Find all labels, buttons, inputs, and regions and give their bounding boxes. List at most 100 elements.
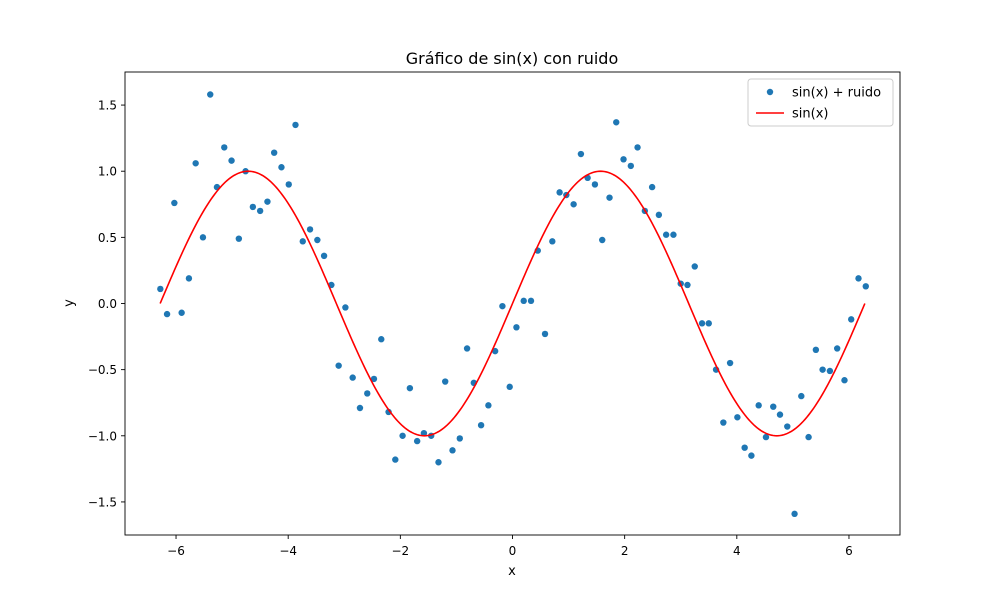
scatter-point [256, 207, 264, 215]
scatter-point [442, 378, 449, 385]
scatter-point [370, 375, 378, 383]
scatter-point [741, 444, 748, 451]
scatter-point [684, 281, 691, 289]
scatter-point [163, 310, 171, 318]
y-axis-title: y [62, 299, 77, 307]
scatter-point [541, 330, 549, 338]
scatter-point [855, 275, 862, 282]
scatter-point [178, 309, 185, 316]
scatter-point [748, 452, 755, 459]
y-tick-label: 0.5 [98, 231, 117, 245]
y-tick-label: 0.0 [98, 297, 117, 311]
scatter-point [662, 231, 670, 238]
y-tick-label: −1.0 [88, 429, 117, 443]
scatter-point [770, 403, 777, 410]
scatter-point [420, 429, 428, 437]
y-tick-label: 1.5 [98, 99, 117, 113]
scatter-point [320, 252, 328, 260]
scatter-point [435, 459, 442, 466]
legend-label: sin(x) + ruido [792, 86, 881, 101]
scatter-point [342, 304, 349, 311]
scatter-point [413, 437, 421, 445]
scatter-point [364, 390, 371, 397]
scatter-point [228, 157, 235, 164]
scatter-point [292, 121, 299, 129]
scatter-point [299, 238, 306, 245]
x-tick-label: 6 [845, 544, 853, 558]
scatter-point [264, 198, 271, 205]
scatter-point [171, 199, 178, 207]
scatter-point [385, 408, 392, 416]
scatter-point [335, 362, 342, 369]
scatter-point [606, 194, 613, 201]
scatter-point [734, 414, 741, 421]
scatter-point [192, 160, 199, 167]
scatter-point [235, 235, 243, 242]
x-tick-label: −6 [167, 544, 185, 558]
scatter-point [862, 283, 869, 290]
x-tick-label: 2 [621, 544, 629, 558]
scatter-point [812, 346, 820, 353]
scatter-point [356, 404, 364, 412]
scatter-point [591, 181, 599, 188]
scatter-point [755, 402, 762, 409]
scatter-point [577, 150, 585, 158]
scatter-point [491, 347, 499, 355]
scatter-point [314, 236, 321, 244]
scatter-point [599, 236, 606, 244]
scatter-point [570, 201, 577, 208]
scatter-point [826, 367, 834, 375]
y-tick-label: −0.5 [88, 363, 117, 377]
scatter-point [549, 238, 556, 245]
legend: sin(x) + ruido sin(x) [747, 78, 894, 127]
scatter-point [477, 422, 485, 429]
scatter-point [270, 149, 278, 156]
scatter-point [620, 156, 627, 163]
scatter-point [520, 297, 527, 305]
y-tick-label: 1.0 [98, 165, 117, 179]
scatter-point [278, 164, 285, 171]
y-tick-label: −1.5 [88, 495, 117, 509]
chart-title: Gráfico de sin(x) con ruido [406, 49, 619, 68]
x-tick-label: −2 [391, 544, 409, 558]
series-line-sin [159, 170, 866, 437]
scatter-point [705, 320, 712, 327]
scatter-point [848, 316, 855, 323]
scatter-point [513, 324, 520, 331]
scatter-point [762, 433, 770, 441]
x-tick-label: −4 [279, 544, 297, 558]
scatter-point [456, 435, 463, 442]
scatter-point [378, 336, 385, 343]
scatter-point [691, 263, 698, 270]
scatter-point [199, 234, 207, 241]
scatter-point [221, 144, 228, 151]
scatter-point [506, 383, 513, 391]
scatter-point [157, 285, 164, 293]
scatter-point [449, 447, 456, 454]
scatter-point [285, 181, 292, 188]
scatter-point [791, 510, 798, 518]
scatter-point [784, 423, 791, 430]
scatter-point [841, 377, 848, 384]
scatter-point [499, 302, 506, 310]
scatter-point [833, 345, 841, 352]
scatter-point [556, 189, 563, 196]
scatter-point [349, 374, 356, 381]
scatter-point [720, 419, 727, 426]
scatter-point [670, 231, 677, 238]
x-tick-label: 0 [509, 544, 517, 558]
scatter-point [406, 384, 414, 392]
scatter-point [726, 359, 734, 367]
scatter-point [392, 456, 399, 463]
scatter-point [527, 297, 535, 305]
scatter-point [399, 432, 406, 439]
scatter-point [648, 183, 656, 191]
legend-box [747, 78, 894, 127]
legend-point-marker [766, 88, 774, 96]
scatter-point [463, 345, 471, 352]
legend-label: sin(x) [792, 107, 828, 122]
scatter-point [249, 203, 257, 211]
scatter-point [798, 392, 805, 400]
scatter-point [655, 211, 663, 219]
